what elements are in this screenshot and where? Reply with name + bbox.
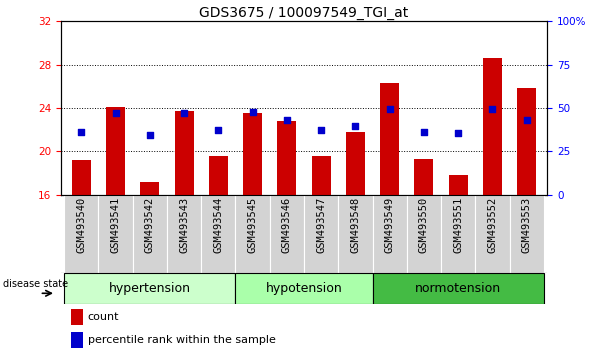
Text: normotension: normotension (415, 282, 501, 295)
Text: count: count (88, 312, 119, 322)
Point (145, 132, 154, 138)
Bar (243, 113, 262, 195)
Text: GSM493546: GSM493546 (282, 197, 292, 253)
Text: GSM493545: GSM493545 (247, 197, 258, 253)
Bar (209, 156, 228, 195)
Bar (133, 195, 167, 273)
Point (247, 109, 257, 115)
Point (488, 106, 497, 112)
Bar (338, 195, 373, 273)
Point (213, 127, 223, 132)
Text: disease state: disease state (3, 279, 68, 289)
Point (385, 106, 395, 112)
Bar (174, 111, 193, 195)
Text: GSM493550: GSM493550 (419, 197, 429, 253)
Text: GSM493548: GSM493548 (350, 197, 361, 253)
Bar (373, 195, 407, 273)
Bar (235, 273, 373, 304)
Bar (475, 195, 510, 273)
Bar (98, 195, 133, 273)
Bar (64, 273, 235, 304)
Bar (201, 195, 235, 273)
Bar (373, 273, 544, 304)
Bar (407, 195, 441, 273)
Bar (71, 309, 83, 325)
Point (111, 110, 120, 116)
Text: GSM493553: GSM493553 (522, 197, 531, 253)
Bar (441, 195, 475, 273)
Text: GSM493547: GSM493547 (316, 197, 326, 253)
Bar (483, 58, 502, 195)
Text: GSM493541: GSM493541 (111, 197, 120, 253)
Point (419, 129, 429, 135)
Text: GSM493544: GSM493544 (213, 197, 223, 253)
Bar (312, 156, 331, 195)
Title: GDS3675 / 100097549_TGI_at: GDS3675 / 100097549_TGI_at (199, 6, 409, 20)
Text: GSM493542: GSM493542 (145, 197, 155, 253)
Bar (106, 107, 125, 195)
Point (282, 117, 292, 123)
Bar (415, 159, 434, 195)
Text: GSM493543: GSM493543 (179, 197, 189, 253)
Text: hypotension: hypotension (266, 282, 342, 295)
Bar (270, 195, 304, 273)
Text: percentile rank within the sample: percentile rank within the sample (88, 335, 275, 346)
Point (351, 124, 361, 129)
Bar (72, 160, 91, 195)
Bar (380, 83, 399, 195)
Bar (64, 195, 98, 273)
Text: GSM493551: GSM493551 (453, 197, 463, 253)
Bar (71, 332, 83, 348)
Text: GSM493552: GSM493552 (488, 197, 497, 253)
Bar (277, 121, 296, 195)
Text: GSM493549: GSM493549 (385, 197, 395, 253)
Point (316, 127, 326, 132)
Bar (235, 195, 270, 273)
Text: GSM493540: GSM493540 (77, 197, 86, 253)
Text: hypertension: hypertension (109, 282, 191, 295)
Bar (167, 195, 201, 273)
Bar (304, 195, 338, 273)
Bar (449, 175, 468, 195)
Bar (510, 195, 544, 273)
Point (77, 129, 86, 135)
Point (522, 117, 531, 123)
Bar (517, 88, 536, 195)
Point (454, 130, 463, 136)
Bar (140, 182, 159, 195)
Point (179, 110, 189, 116)
Bar (346, 132, 365, 195)
